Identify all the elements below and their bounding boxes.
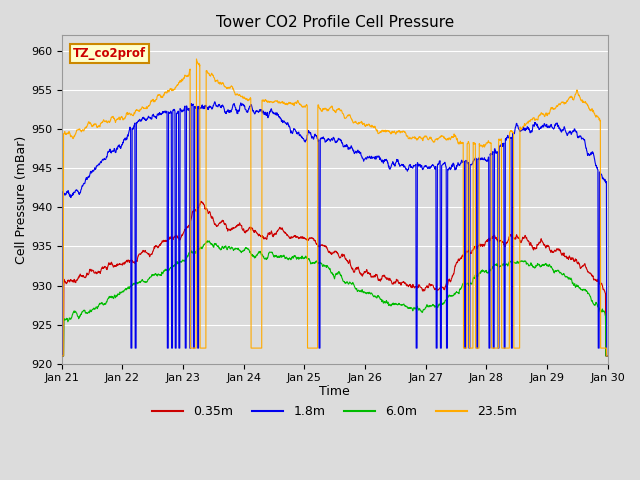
Legend: 0.35m, 1.8m, 6.0m, 23.5m: 0.35m, 1.8m, 6.0m, 23.5m [147, 400, 522, 423]
Text: TZ_co2prof: TZ_co2prof [73, 47, 146, 60]
Title: Tower CO2 Profile Cell Pressure: Tower CO2 Profile Cell Pressure [216, 15, 454, 30]
Y-axis label: Cell Pressure (mBar): Cell Pressure (mBar) [15, 135, 28, 264]
X-axis label: Time: Time [319, 385, 350, 398]
